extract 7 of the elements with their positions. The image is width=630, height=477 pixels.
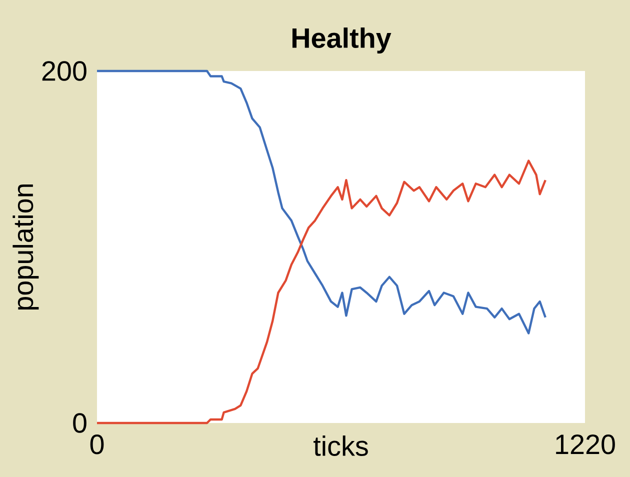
chart-title: Healthy bbox=[292, 28, 392, 54]
x-axis-title: ticks bbox=[314, 435, 368, 456]
y-axis-title: population bbox=[12, 184, 39, 310]
line-series bbox=[96, 160, 547, 424]
y-tick-label: 200 bbox=[42, 61, 86, 81]
x-tick-label: 1220 bbox=[556, 434, 615, 454]
line-series bbox=[96, 70, 547, 334]
